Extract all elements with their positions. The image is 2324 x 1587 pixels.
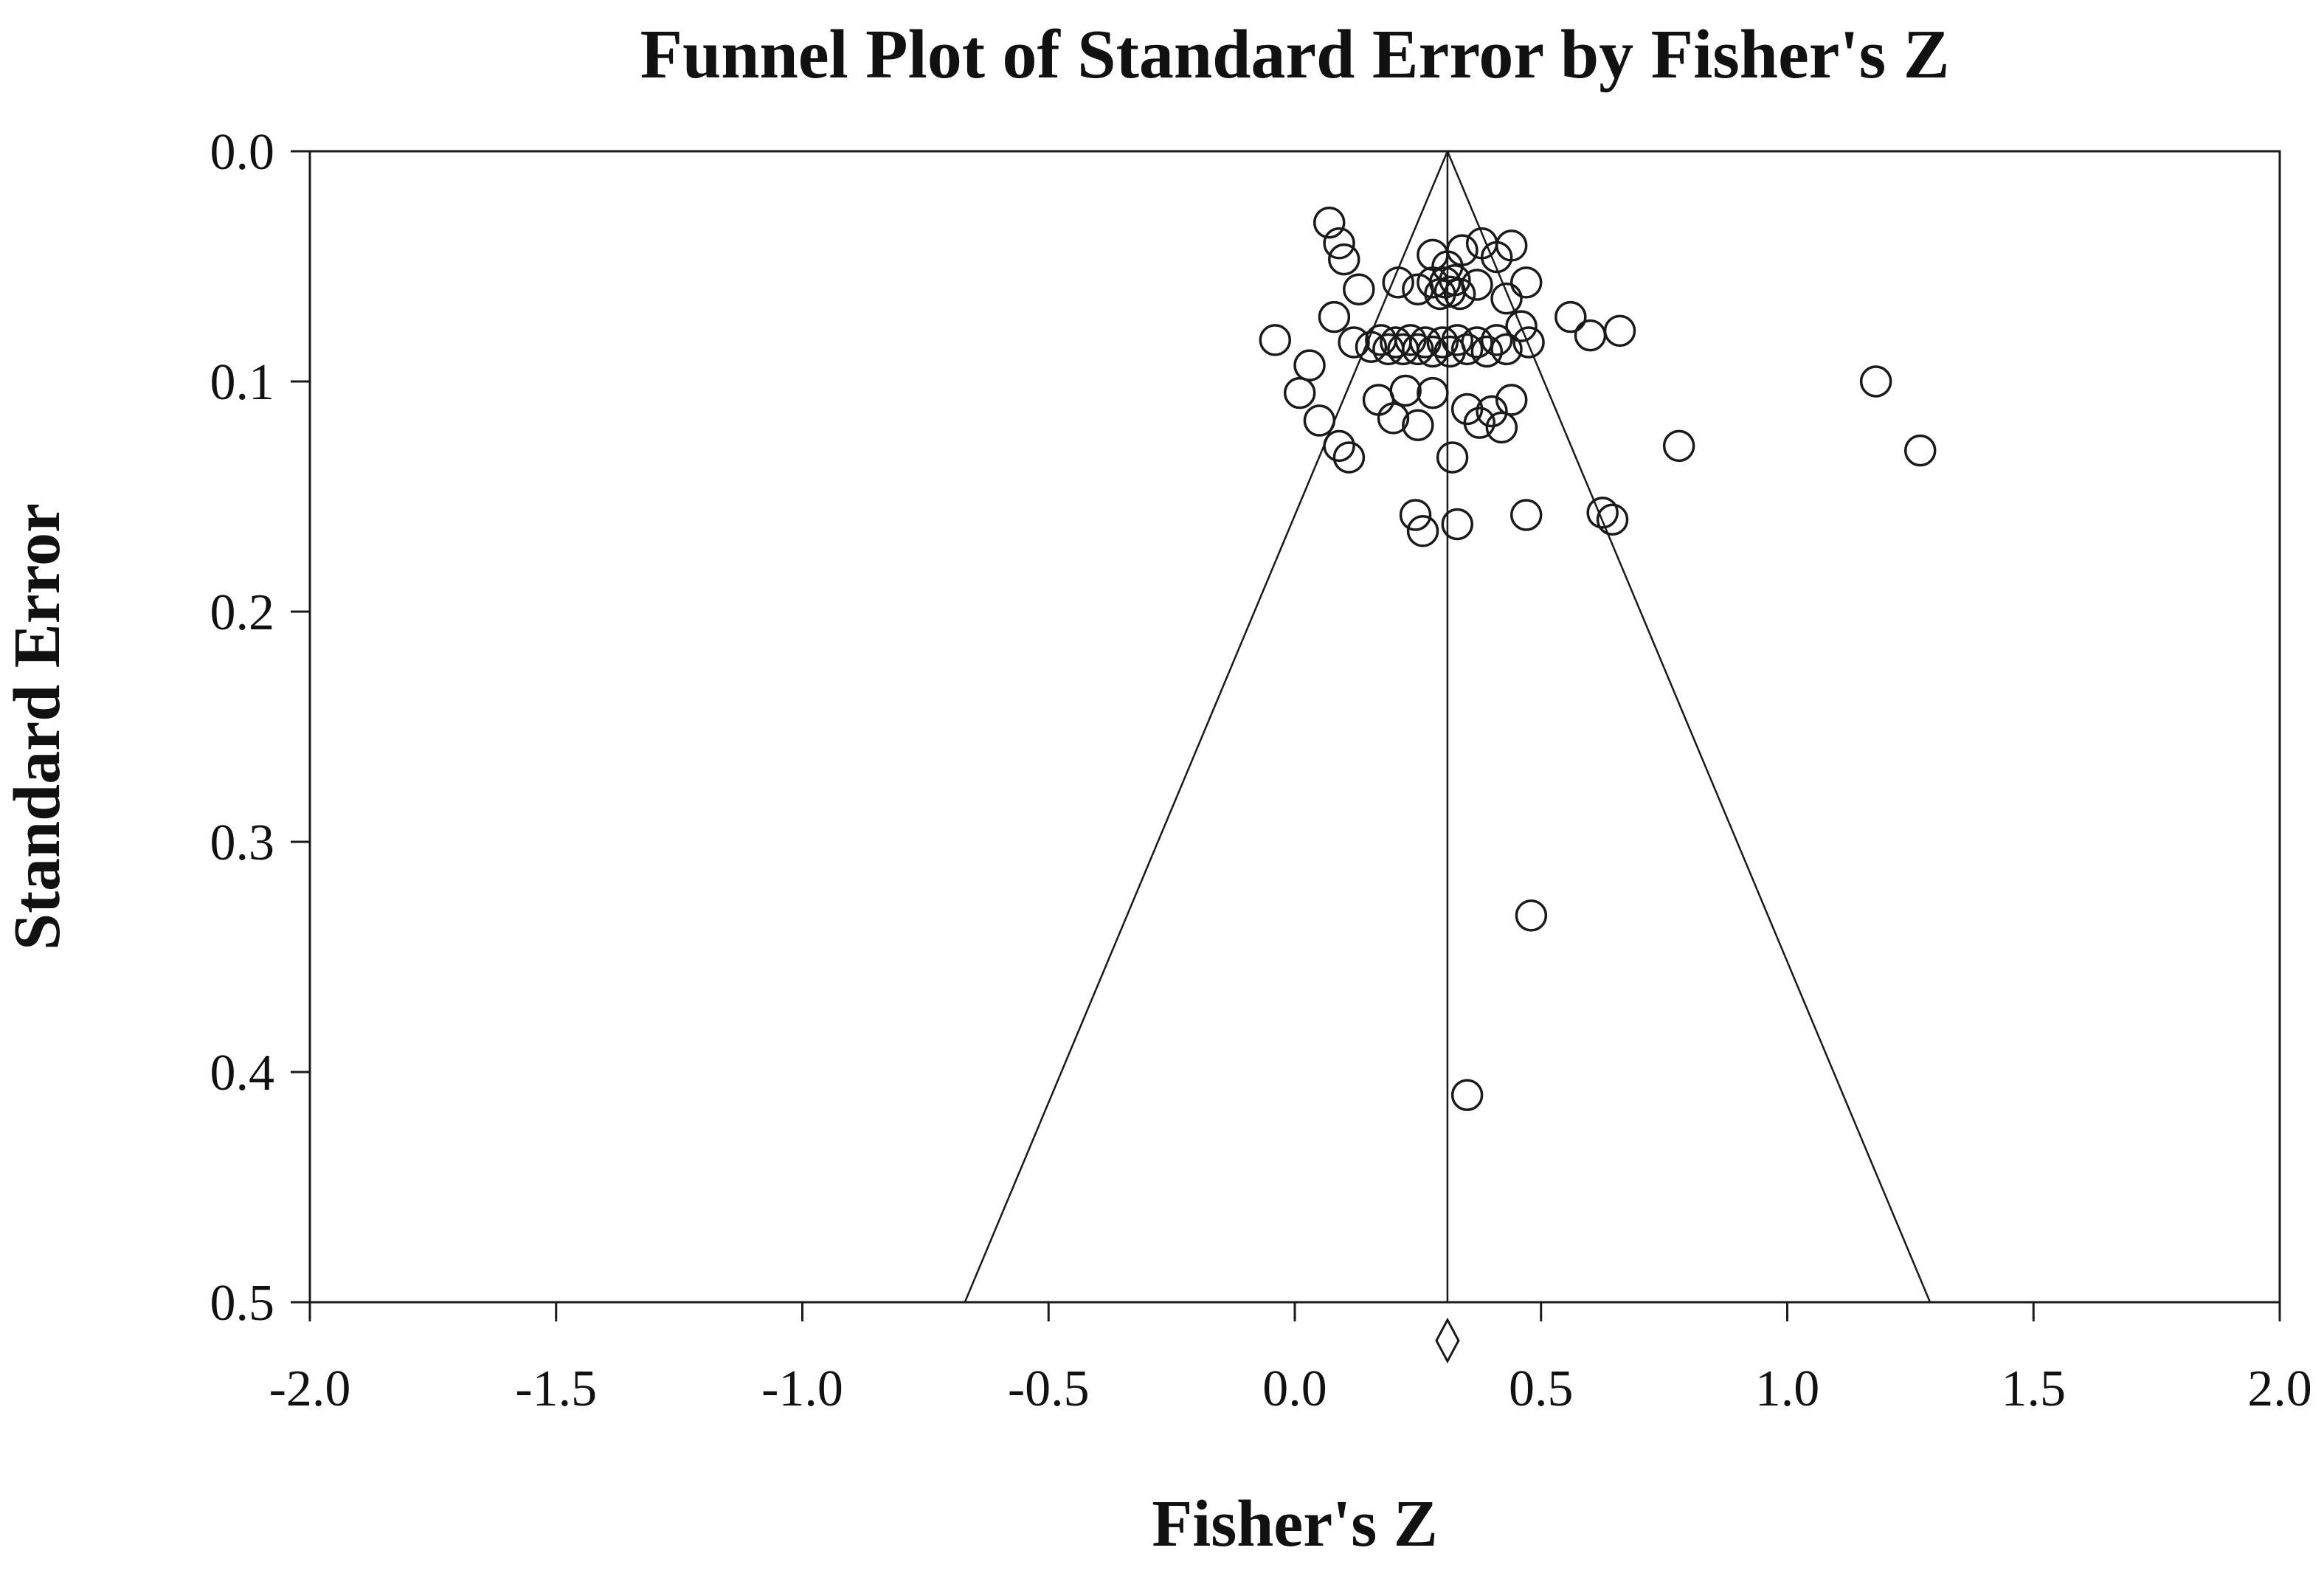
data-point bbox=[1318, 300, 1351, 333]
data-point bbox=[1509, 266, 1543, 299]
x-tick-label: 0.0 bbox=[1262, 1360, 1327, 1417]
data-point bbox=[1355, 331, 1388, 363]
y-tick-label: 0.2 bbox=[210, 584, 275, 641]
data-point bbox=[1293, 349, 1326, 381]
x-tick-label: 0.5 bbox=[1509, 1360, 1574, 1417]
data-point bbox=[1328, 243, 1360, 276]
data-point bbox=[1495, 229, 1528, 262]
data-point bbox=[1586, 497, 1619, 529]
data-point bbox=[1574, 319, 1607, 352]
data-point bbox=[1495, 384, 1528, 416]
x-tick-label: -2.0 bbox=[269, 1360, 351, 1417]
axis-ticks: -2.0 -1.5 -1.0 -0.5 0.0 0.5 1.0 1.5 2.0 0.0 0.1 0.2… bbox=[210, 124, 2312, 1417]
diamond-marker bbox=[1435, 1317, 1460, 1364]
data-point bbox=[1554, 300, 1587, 333]
data-point bbox=[1402, 409, 1434, 442]
data-point bbox=[1461, 269, 1493, 301]
data-point bbox=[1476, 395, 1508, 428]
data-point bbox=[1399, 499, 1432, 531]
data-point bbox=[1446, 234, 1479, 266]
data-point bbox=[1417, 376, 1449, 409]
data-point bbox=[1903, 434, 1937, 467]
x-tick-label: 1.5 bbox=[2002, 1360, 2067, 1417]
data-point bbox=[1490, 282, 1523, 315]
data-point bbox=[1480, 324, 1513, 356]
funnel-lines bbox=[964, 151, 1932, 1303]
x-tick-label: -1.0 bbox=[761, 1360, 843, 1417]
data-point bbox=[1406, 515, 1439, 547]
data-point bbox=[1490, 333, 1523, 366]
data-point bbox=[1463, 407, 1496, 439]
data-point bbox=[1443, 277, 1476, 311]
data-point bbox=[1439, 263, 1471, 297]
chart-title: Funnel Plot of Standard Error by Fisher'… bbox=[640, 16, 1950, 93]
plot-border bbox=[308, 150, 2281, 1304]
data-point bbox=[1603, 314, 1636, 348]
data-point bbox=[1485, 411, 1518, 444]
data-point bbox=[1441, 508, 1474, 541]
data-point bbox=[1259, 324, 1292, 356]
data-point bbox=[1470, 335, 1504, 368]
x-tick-label: 2.0 bbox=[2247, 1360, 2312, 1417]
funnel-left-edge bbox=[964, 151, 1449, 1303]
data-point bbox=[1377, 402, 1410, 435]
x-tick-label: -1.5 bbox=[515, 1360, 597, 1417]
x-tick-label: 1.0 bbox=[1755, 1360, 1820, 1417]
data-point bbox=[1512, 326, 1545, 359]
data-point bbox=[1859, 365, 1892, 398]
data-point bbox=[1505, 310, 1538, 342]
y-tick-label: 0.3 bbox=[210, 815, 275, 871]
y-tick-label: 0.1 bbox=[210, 354, 275, 411]
data-point bbox=[1515, 899, 1548, 932]
y-axis-title: Standard Error bbox=[1, 503, 74, 950]
data-point bbox=[1509, 499, 1543, 531]
data-point bbox=[1436, 441, 1469, 474]
x-axis-title: Fisher's Z bbox=[1152, 1487, 1438, 1560]
scatter-points bbox=[1259, 206, 1937, 1111]
funnel-right-edge bbox=[1446, 151, 1932, 1303]
data-point bbox=[1441, 324, 1474, 356]
data-point bbox=[1596, 503, 1629, 536]
data-point bbox=[1343, 273, 1375, 305]
data-point bbox=[1461, 326, 1493, 359]
data-point bbox=[1389, 374, 1422, 407]
data-point bbox=[1313, 206, 1346, 239]
data-point bbox=[1283, 376, 1316, 409]
data-point bbox=[1402, 333, 1434, 366]
y-tick-label: 0.5 bbox=[210, 1275, 275, 1332]
pooled-effect-diamond bbox=[1435, 1317, 1460, 1364]
data-point bbox=[1303, 404, 1336, 437]
x-tick-label: -0.5 bbox=[1008, 1360, 1090, 1417]
y-tick-label: 0.4 bbox=[210, 1045, 275, 1102]
plot-frame bbox=[308, 150, 2281, 1304]
data-point bbox=[1426, 326, 1459, 359]
data-point bbox=[1332, 441, 1366, 474]
data-point bbox=[1662, 429, 1695, 463]
data-point bbox=[1382, 266, 1414, 299]
data-point bbox=[1338, 326, 1370, 359]
data-point bbox=[1450, 1079, 1484, 1111]
data-point bbox=[1450, 333, 1484, 366]
data-point bbox=[1323, 227, 1355, 260]
y-tick-label: 0.0 bbox=[210, 124, 275, 181]
data-point bbox=[1362, 384, 1395, 416]
data-point bbox=[1323, 429, 1355, 463]
